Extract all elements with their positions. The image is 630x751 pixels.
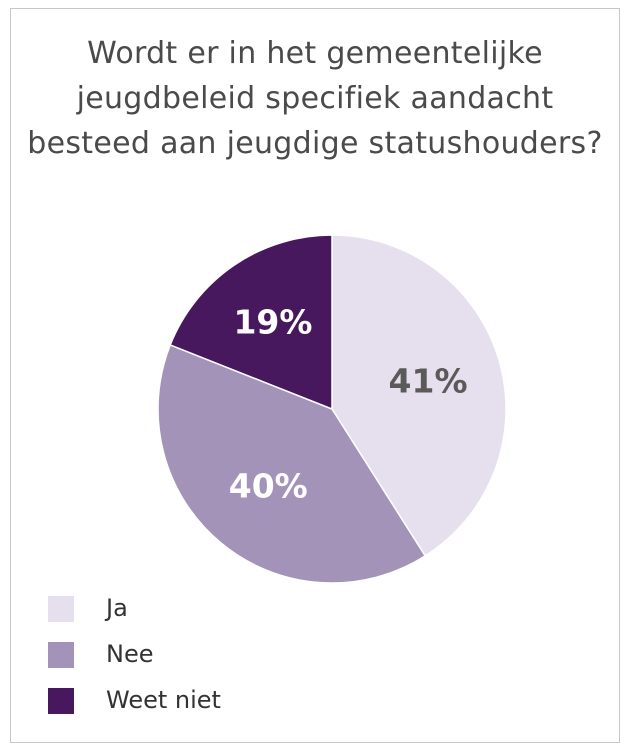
chart-frame: Wordt er in het gemeentelijke jeugdbelei… — [10, 8, 620, 743]
pie-slice-nee — [157, 343, 427, 584]
legend-label-ja: Ja — [106, 594, 128, 622]
legend-label-nee: Nee — [106, 640, 154, 668]
legend-label-weet-niet: Weet niet — [106, 686, 221, 714]
pie-label-ja: 41% — [389, 362, 468, 401]
pie-slice-ja — [331, 234, 507, 557]
pie-label-nee: 40% — [229, 467, 308, 506]
chart-title: Wordt er in het gemeentelijke jeugdbelei… — [27, 36, 603, 161]
legend-swatch-ja — [48, 596, 74, 622]
legend-swatch-weet-niet — [48, 688, 74, 714]
pie-label-weet-niet: 19% — [233, 303, 312, 342]
legend-swatch-nee — [48, 642, 74, 668]
pie-slice-weet-niet — [169, 234, 333, 411]
